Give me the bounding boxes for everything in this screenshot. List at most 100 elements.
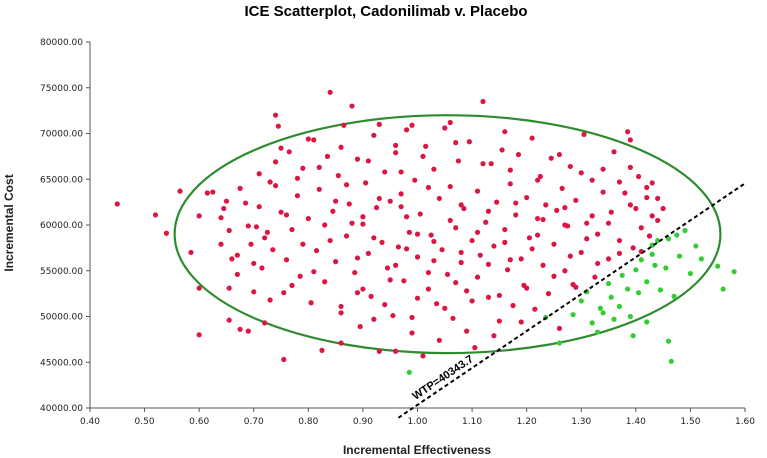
data-point: [357, 323, 363, 330]
data-point: [554, 207, 560, 213]
data-point: [256, 171, 262, 177]
data-point: [371, 316, 377, 322]
data-point: [513, 200, 519, 206]
data-point: [322, 222, 328, 228]
data-point: [507, 181, 513, 187]
data-point: [414, 254, 421, 260]
data-point: [474, 188, 481, 194]
data-point: [327, 89, 333, 95]
data-point: [671, 293, 677, 299]
y-tick-label: 70000.00: [40, 130, 83, 140]
data-point: [237, 185, 243, 191]
data-point: [382, 302, 388, 308]
data-point: [551, 241, 557, 247]
data-point: [589, 320, 595, 326]
data-point: [338, 340, 344, 346]
chart-title: ICE Scatterplot, Cadonilimab v. Placebo: [244, 3, 527, 20]
data-point: [442, 305, 448, 311]
data-point: [635, 290, 642, 296]
data-point: [281, 290, 287, 296]
data-point: [655, 217, 661, 224]
data-point: [502, 226, 508, 233]
data-point: [431, 166, 437, 172]
data-point: [562, 205, 568, 211]
data-point: [308, 300, 314, 306]
data-point: [646, 233, 653, 239]
data-point: [491, 333, 497, 339]
data-point: [649, 180, 655, 186]
data-point: [218, 241, 224, 247]
data-point: [524, 194, 530, 201]
data-point: [264, 229, 270, 235]
data-point: [335, 172, 341, 179]
data-point: [455, 158, 462, 164]
data-point: [256, 204, 262, 210]
data-point: [283, 257, 290, 263]
data-point: [627, 313, 633, 320]
data-point: [226, 285, 232, 291]
data-point: [543, 202, 549, 208]
data-point: [496, 318, 502, 324]
data-point: [638, 225, 644, 231]
data-point: [272, 112, 279, 118]
data-point: [676, 253, 683, 259]
data-point: [644, 319, 650, 325]
data-point: [668, 358, 674, 364]
x-tick-label: 1.10: [462, 417, 482, 427]
data-point: [622, 190, 628, 196]
data-point: [354, 290, 361, 296]
data-point: [510, 302, 516, 309]
data-point: [595, 260, 601, 267]
data-point: [477, 252, 483, 258]
data-point: [616, 303, 623, 310]
data-point: [188, 249, 194, 256]
data-point: [360, 221, 366, 227]
data-point: [573, 197, 579, 203]
data-point: [423, 143, 429, 149]
data-point: [616, 250, 623, 256]
x-tick-label: 0.40: [80, 417, 100, 427]
data-point: [275, 123, 281, 129]
data-point: [534, 232, 541, 238]
data-point: [731, 269, 737, 275]
data-point: [570, 312, 576, 318]
data-point: [163, 230, 170, 236]
x-tick-label: 1.60: [735, 417, 755, 427]
data-point: [226, 317, 232, 323]
data-point: [262, 320, 268, 326]
data-point: [428, 232, 434, 238]
data-point: [242, 200, 249, 206]
data-point: [324, 153, 331, 159]
data-point: [272, 159, 279, 165]
data-point: [534, 177, 541, 183]
data-point: [633, 267, 639, 273]
data-point: [431, 258, 437, 264]
x-tick-label: 0.90: [353, 417, 373, 427]
axes-layer: 0.40 0.50 0.60 0.70 0.80 0.90 1.00 1.10 1.20 1.30…: [40, 38, 755, 427]
data-point: [420, 153, 426, 159]
data-point: [253, 224, 260, 230]
ellipse-layer: [173, 114, 722, 355]
data-point: [267, 179, 273, 185]
data-point: [316, 186, 322, 192]
data-point: [221, 205, 227, 212]
data-point: [365, 250, 371, 256]
data-point: [611, 149, 617, 155]
x-tick-label: 1.00: [407, 417, 427, 427]
data-point: [526, 235, 532, 241]
x-tick-label: 0.70: [244, 417, 264, 427]
data-point: [300, 165, 306, 171]
data-point: [627, 164, 633, 170]
data-point: [635, 173, 642, 180]
data-point: [398, 169, 404, 175]
data-point: [649, 242, 655, 248]
data-point: [556, 340, 563, 346]
y-tick-label: 60000.00: [40, 221, 83, 231]
data-point: [551, 273, 557, 279]
data-point: [630, 245, 636, 251]
data-point: [371, 132, 377, 138]
data-point: [349, 103, 355, 109]
data-point: [698, 256, 704, 262]
data-point: [297, 273, 303, 279]
data-point: [286, 149, 292, 155]
